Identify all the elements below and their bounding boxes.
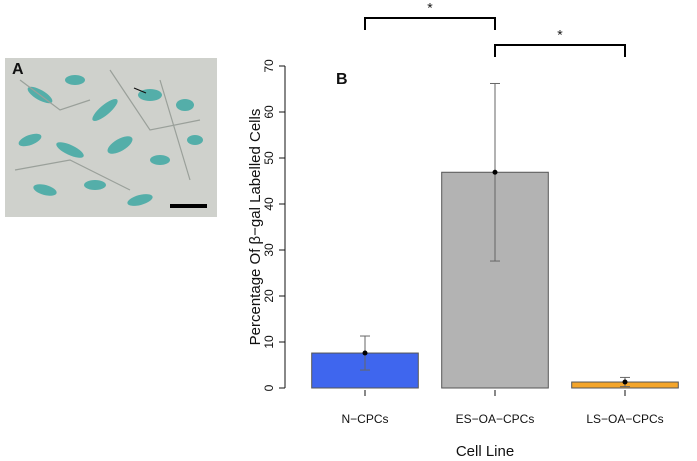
y-axis-label: Percentage Of β−gal Labelled Cells	[247, 109, 264, 346]
y-tick-label: 10	[262, 335, 276, 349]
x-tick-label: ES−OA−CPCs	[456, 412, 535, 426]
x-tick-label: LS−OA−CPCs	[586, 412, 663, 426]
x-tick-label: N−CPCs	[341, 412, 388, 426]
micrograph	[5, 58, 217, 217]
y-tick-label: 20	[262, 289, 276, 303]
panel-label: A	[12, 61, 24, 78]
significance-bracket	[494, 44, 626, 57]
mean-point	[362, 350, 368, 356]
y-tick-label: 40	[262, 197, 276, 211]
significance-bracket	[364, 17, 496, 30]
significance-label: *	[557, 27, 563, 43]
y-tick-label: 0	[262, 384, 276, 391]
y-tick-label: 70	[262, 59, 276, 73]
mean-point	[622, 379, 628, 385]
x-axis-label: Cell Line	[456, 443, 514, 460]
mean-point	[492, 169, 498, 175]
panel-label: B	[336, 71, 348, 88]
y-tick-label: 50	[262, 151, 276, 165]
y-tick-label: 30	[262, 243, 276, 257]
significance-label: *	[427, 0, 433, 16]
y-tick-label: 60	[262, 105, 276, 119]
